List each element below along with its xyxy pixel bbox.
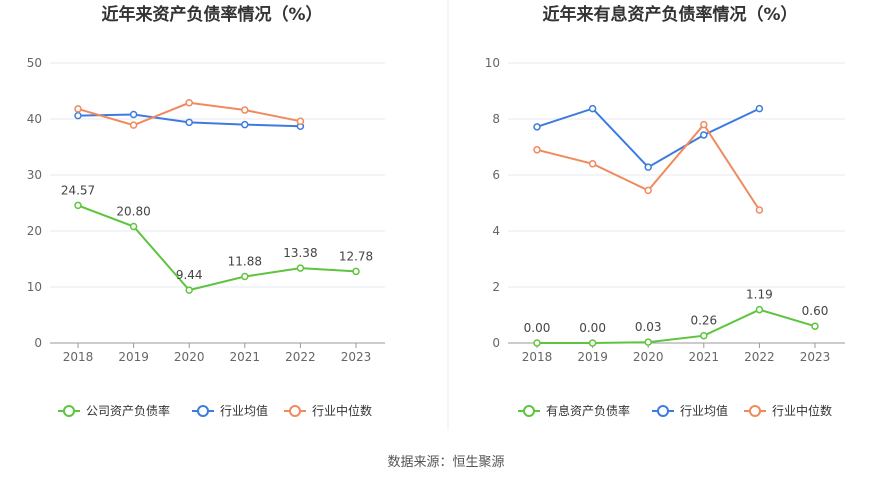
data-label: 0.00	[579, 321, 606, 335]
legend-label: 行业均值	[680, 403, 728, 418]
data-point	[755, 305, 764, 314]
data-point	[533, 339, 541, 347]
data-point	[644, 186, 652, 195]
data-label: 9.44	[176, 268, 203, 282]
data-point	[755, 104, 764, 113]
x-tick-label: 2021	[689, 350, 720, 364]
data-label: 11.88	[228, 254, 262, 268]
series-line-1	[537, 308, 816, 344]
data-source-note: 数据来源：恒生聚源	[387, 455, 504, 470]
legend-item-3: 行业中位数	[744, 403, 832, 418]
x-tick-label: 2021	[230, 350, 261, 364]
data-point	[74, 111, 82, 120]
data-label: 0.03	[635, 320, 662, 334]
data-point	[296, 264, 305, 272]
data-point	[700, 131, 708, 139]
data-point	[700, 331, 708, 340]
y-tick-label: 50	[27, 56, 42, 70]
data-point	[755, 206, 764, 214]
y-tick-label: 4	[492, 224, 500, 238]
y-tick-label: 6	[492, 168, 500, 182]
legend-item-1: 公司资产负债率	[58, 403, 170, 418]
legend-swatch-marker	[289, 405, 301, 417]
x-tick-label: 2022	[744, 350, 775, 364]
data-point	[241, 272, 249, 281]
data-label: 13.38	[283, 246, 317, 260]
legend-swatch-marker	[657, 405, 669, 417]
x-tick-label: 2018	[522, 350, 553, 364]
legend-item-2: 行业均值	[652, 403, 728, 418]
data-point	[129, 121, 138, 129]
data-point	[241, 120, 249, 129]
y-tick-label: 30	[27, 168, 42, 182]
legend-swatch-marker	[523, 405, 535, 417]
legend-label: 行业均值	[220, 403, 268, 418]
data-point	[588, 104, 597, 113]
data-point	[533, 123, 541, 131]
chart-title: 近年来有息资产负债率情况（%）	[542, 4, 797, 25]
y-tick-label: 10	[485, 56, 500, 70]
x-tick-label: 2020	[633, 350, 664, 364]
data-point	[811, 322, 819, 330]
legend-item-2: 行业均值	[192, 403, 268, 418]
data-point	[129, 110, 138, 119]
data-point	[185, 118, 193, 127]
y-tick-label: 10	[27, 280, 42, 294]
legend-item-3: 行业中位数	[284, 403, 372, 418]
x-tick-label: 2019	[577, 350, 608, 364]
data-point	[533, 146, 541, 154]
data-point	[241, 106, 249, 114]
data-point	[296, 117, 305, 125]
y-tick-label: 40	[27, 112, 42, 126]
y-tick-label: 2	[492, 280, 500, 294]
data-label: 1.19	[746, 288, 773, 302]
data-point	[129, 222, 138, 231]
x-tick-label: 2023	[800, 350, 831, 364]
data-label: 20.80	[116, 205, 150, 219]
x-tick-label: 2018	[63, 350, 94, 364]
legend-label: 公司资产负债率	[86, 403, 170, 418]
series-line-1	[77, 204, 357, 292]
data-point	[644, 163, 652, 171]
chart-panel-2: 近年来有息资产负债率情况（%） 0 2 4 6 8 10 2018 2019 2020 2021 20…	[485, 4, 845, 418]
x-tick-label: 2019	[118, 350, 149, 364]
data-point	[74, 201, 82, 210]
legend-label: 有息资产负债率	[546, 403, 630, 418]
data-point	[588, 339, 597, 347]
legend-swatch-marker	[63, 405, 75, 417]
y-tick-label: 20	[27, 224, 42, 238]
legend-swatch-marker	[197, 405, 209, 417]
data-label: 0.60	[802, 304, 829, 318]
y-tick-label: 8	[492, 112, 500, 126]
y-tick-label: 0	[492, 336, 500, 350]
legend-item-1: 有息资产负债率	[518, 403, 630, 418]
data-label: 0.00	[524, 321, 551, 335]
data-label: 0.26	[690, 314, 717, 328]
chart-panel-1: 近年来资产负债率情况（%） 0 10 20 30 40 50 2018 2019 2020 2021…	[27, 4, 385, 418]
data-label: 12.78	[339, 249, 373, 263]
data-point	[700, 120, 708, 129]
data-point	[352, 267, 360, 276]
legend-swatch-marker	[749, 405, 761, 417]
y-tick-label: 0	[34, 336, 42, 350]
x-tick-label: 2020	[174, 350, 205, 364]
data-label: 24.57	[61, 183, 95, 197]
chart-title: 近年来资产负债率情况（%）	[101, 4, 322, 25]
data-point	[185, 99, 193, 107]
legend-label: 行业中位数	[312, 403, 372, 418]
x-tick-label: 2022	[285, 350, 316, 364]
legend-label: 行业中位数	[772, 403, 832, 418]
data-point	[74, 105, 82, 113]
data-point	[185, 286, 193, 294]
data-point	[588, 160, 597, 168]
data-point	[644, 338, 652, 346]
x-tick-label: 2023	[341, 350, 372, 364]
